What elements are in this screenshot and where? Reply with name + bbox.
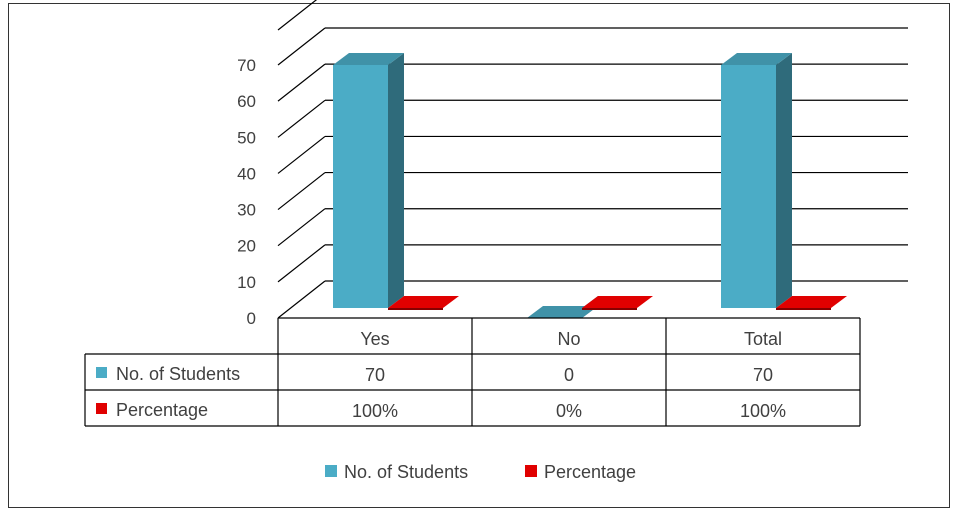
data-label: 70 xyxy=(753,365,773,385)
y-tick-label: 10 xyxy=(237,273,256,292)
data-label: 70 xyxy=(365,365,385,385)
x-tick-label: No xyxy=(557,329,580,349)
bar-top-students xyxy=(527,306,598,318)
gridline-diagonal xyxy=(277,172,326,211)
data-label: 100% xyxy=(352,401,398,421)
table-legend-key xyxy=(96,403,107,414)
y-tick-label: 50 xyxy=(237,128,256,147)
data-label: 0% xyxy=(556,401,582,421)
legend-label: Percentage xyxy=(544,462,636,482)
x-tick-label: Total xyxy=(744,329,782,349)
y-tick-label: 70 xyxy=(237,56,256,75)
y-tick-label: 30 xyxy=(237,201,256,220)
legend-key xyxy=(325,465,337,477)
y-tick-label: 20 xyxy=(237,237,256,256)
y-tick-label: 0 xyxy=(247,309,256,328)
bar-percentage-edge xyxy=(388,308,443,310)
bar-percentage-edge xyxy=(582,308,637,310)
bar-side-students xyxy=(776,53,792,308)
gridline-diagonal xyxy=(277,244,326,283)
bar-top-students xyxy=(333,53,404,65)
y-tick-label: 60 xyxy=(237,92,256,111)
gridline-diagonal xyxy=(277,280,326,319)
legend-label: No. of Students xyxy=(344,462,468,482)
bar-students xyxy=(333,65,388,308)
chart-frame xyxy=(8,3,950,508)
table-series-name: No. of Students xyxy=(116,364,240,384)
table-legend-key xyxy=(96,367,107,378)
bar-top-students xyxy=(721,53,792,65)
bar-side-students xyxy=(388,53,404,308)
x-tick-label: Yes xyxy=(360,329,389,349)
data-label: 0 xyxy=(564,365,574,385)
gridline-diagonal xyxy=(277,63,326,102)
table-series-name: Percentage xyxy=(116,400,208,420)
data-label: 100% xyxy=(740,401,786,421)
gridline-diagonal xyxy=(277,135,326,174)
gridline-diagonal xyxy=(277,0,318,31)
bar-percentage xyxy=(388,296,459,308)
gridline-diagonal xyxy=(277,99,326,138)
bar-percentage xyxy=(582,296,653,308)
gridline-diagonal xyxy=(277,208,326,247)
gridline-diagonal xyxy=(277,27,326,66)
bar-percentage xyxy=(776,296,847,308)
legend-key xyxy=(525,465,537,477)
y-tick-label: 40 xyxy=(237,164,256,183)
bar-percentage-edge xyxy=(776,308,831,310)
bar-students xyxy=(721,65,776,308)
